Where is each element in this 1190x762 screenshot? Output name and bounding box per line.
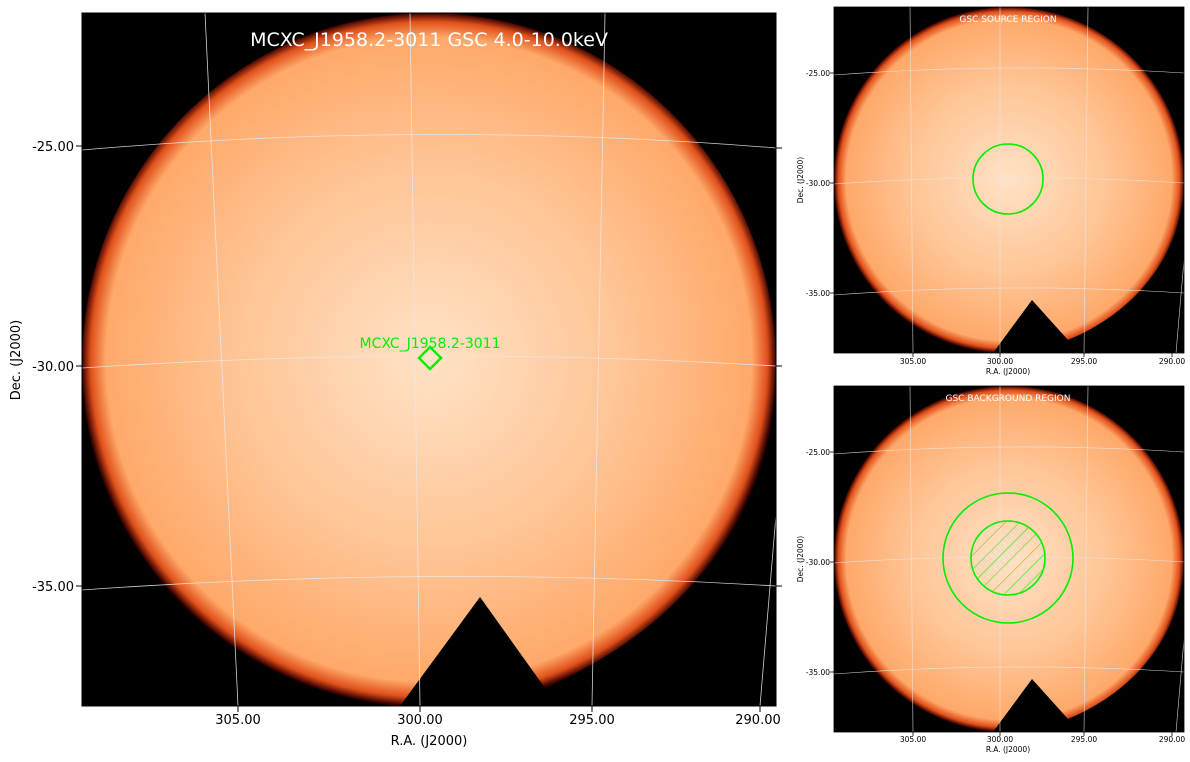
background-excluded-circle [970,520,1046,596]
background-xlabel: R.A. (J2000) [986,745,1030,754]
main-axes-frame [81,12,777,707]
source-tick-marks [830,72,1173,357]
source-region-panel: GSC SOURCE REGION 305.00 300.00 295.00 2… [796,6,1185,376]
main-exposure-disk [82,13,776,706]
main-title: MCXC_J1958.2-3011 GSC 4.0-10.0keV [250,29,608,51]
source-xtick-label: 295.00 [1071,357,1097,366]
background-xtick-label: 295.00 [1071,735,1097,744]
main-source-marker [417,345,443,371]
background-outer-circle [942,492,1074,624]
background-ytick-label: -25.00 [806,448,830,457]
main-source-label: MCXC_J1958.2-3011 [360,336,501,352]
main-xtick-label: 300.00 [397,713,443,728]
source-region-circle [972,143,1044,215]
main-xlabel: R.A. (J2000) [391,734,468,749]
source-xtick-label: 290.00 [1159,357,1185,366]
background-tick-marks [830,451,1173,736]
background-ylabel: Dec. (J2000) [796,536,805,583]
source-xlabel: R.A. (J2000) [986,367,1030,376]
background-axes-frame [833,385,1185,733]
source-panel-title: GSC SOURCE REGION [959,15,1056,25]
background-xtick-label: 290.00 [1159,735,1185,744]
background-region-panel: GSC BACKGROUND REGION 305.00 300.00 295.… [796,385,1185,754]
main-ytick-label: -25.00 [32,140,74,155]
main-grid [82,13,776,706]
source-grid [834,7,1184,353]
source-ytick-label: -35.00 [806,289,830,298]
source-ytick-label: -25.00 [806,69,830,78]
main-xtick-label: 305.00 [215,713,261,728]
background-ytick-label: -30.00 [806,558,830,567]
main-xtick-label: 290.00 [735,713,781,728]
source-exposure-disk [834,7,1184,353]
source-axes-frame [833,6,1185,354]
source-ytick-label: -30.00 [806,179,830,188]
source-xtick-label: 305.00 [900,357,926,366]
background-grid [834,386,1184,732]
main-tick-marks [76,145,782,712]
background-xtick-label: 300.00 [987,735,1013,744]
main-ytick-label: -35.00 [32,580,74,595]
background-ytick-label: -35.00 [806,668,830,677]
main-ytick-label: -30.00 [32,360,74,375]
background-panel-title: GSC BACKGROUND REGION [946,394,1071,404]
source-ylabel: Dec. (J2000) [796,157,805,204]
main-panel: MCXC_J1958.2-3011 GSC 4.0-10.0keV MCXC_J… [9,12,782,749]
main-xtick-label: 295.00 [569,713,615,728]
main-ylabel: Dec. (J2000) [9,320,24,400]
source-xtick-label: 300.00 [987,357,1013,366]
background-xtick-label: 305.00 [900,735,926,744]
